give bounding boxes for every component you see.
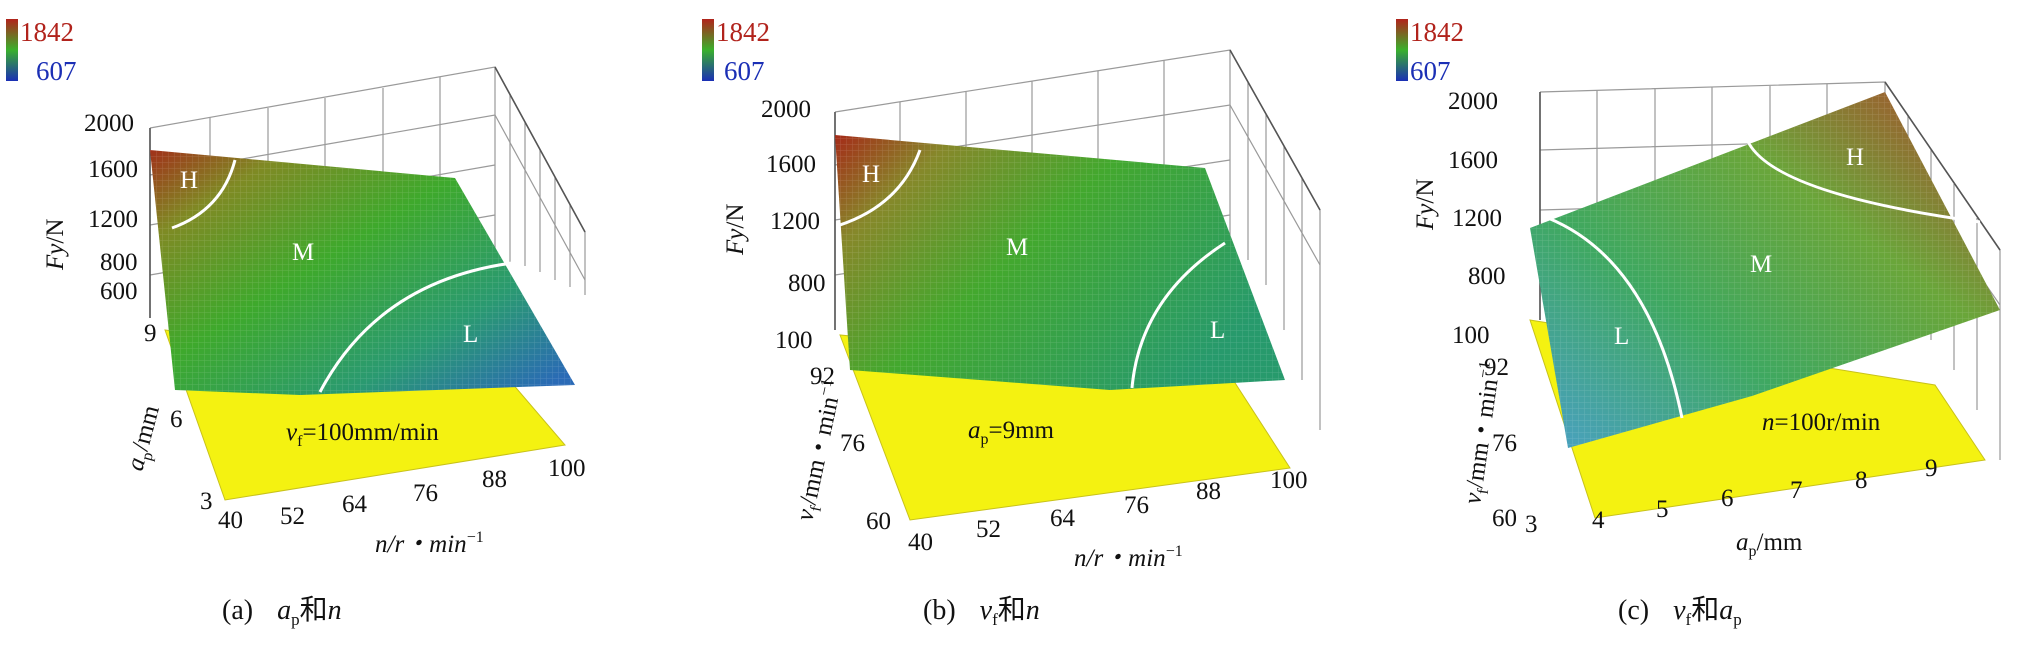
chart-a-x-tick-64: 64 [342,491,368,518]
chart-a-y-tick-6: 6 [170,406,183,433]
colorbar-a-min: 607 [36,56,77,86]
chart-a-x-title: n/r・min−1 [375,529,484,558]
chart-b-surface-mesh [835,135,1285,390]
chart-a-y-title: ap/mm [122,402,169,475]
chart-a-contour-h [171,159,237,230]
colorbar-a-max: 1842 [20,17,74,47]
chart-c-z-title: Fy/N [1412,179,1439,231]
chart-a-x-tick-100: 100 [548,455,586,482]
chart-c-x-tick-9: 9 [1925,455,1938,482]
colorbar-c-gradient [1396,19,1408,81]
colorbar-c-min: 607 [1410,56,1451,86]
chart-b-y-tick-92: 92 [810,363,835,390]
chart-a: H M L vf=100mm/min 2000 1600 1200 800 60… [42,66,586,629]
chart-c-contour-l [1547,216,1684,419]
chart-b-x-tick-64: 64 [1050,505,1076,532]
chart-b-region-m: M [1006,234,1028,261]
chart-a-z-tick-800: 800 [100,249,138,276]
chart-b-caption: (b) vf和n [923,594,1040,629]
chart-b-z-tick-800: 800 [788,270,826,297]
chart-b-x-tick-40: 40 [908,529,933,556]
chart-a-z-tick-2000: 2000 [84,110,134,137]
chart-c-y-tick-76: 76 [1492,430,1517,457]
chart-b-region-h: H [862,161,880,188]
chart-a-caption: (a) ap和n [222,594,342,629]
chart-c-region-m: M [1750,251,1772,278]
chart-a-z-tick-1600: 1600 [88,156,138,183]
chart-a-z-tick-1200: 1200 [88,206,138,233]
chart-c-caption: (c) vf和ap [1618,594,1742,629]
chart-a-x-tick-76: 76 [413,480,438,507]
chart-b-y-tick-100: 100 [775,327,813,354]
chart-b-x-tick-100: 100 [1270,467,1308,494]
chart-c-contour-h [1742,125,1981,224]
chart-b-z-tick-2000: 2000 [761,96,811,123]
chart-c-surface-mesh [1530,92,2000,448]
chart-b-x-tick-76: 76 [1124,492,1149,519]
chart-c-z-tick-1200: 1200 [1452,205,1502,232]
chart-c-y-tick-92: 92 [1484,354,1509,381]
chart-c-z-tick-2000: 2000 [1448,88,1498,115]
chart-b-z-tick-1600: 1600 [766,151,816,178]
chart-c-fixed-param: n=100r/min [1762,409,1881,436]
chart-a-fixed-param: vf=100mm/min [286,419,439,450]
chart-c-z-tick-1600: 1600 [1448,147,1498,174]
colorbar-c-max: 1842 [1410,17,1464,47]
chart-c-z-tick-800: 800 [1468,263,1506,290]
chart-b-x-tick-52: 52 [976,516,1001,543]
chart-a-z-tick-600: 600 [100,278,138,305]
chart-a-surface-mesh [150,150,575,395]
chart-b-x-tick-88: 88 [1196,478,1221,505]
chart-a-x-tick-40: 40 [218,507,243,534]
chart-b-region-l: L [1210,317,1225,344]
chart-c-x-tick-5: 5 [1656,496,1669,523]
chart-b-fixed-param: ap=9mm [968,417,1055,448]
chart-c-region-h: H [1846,144,1864,171]
colorbar-b-max: 1842 [716,17,770,47]
chart-c-y-tick-60: 60 [1492,505,1517,532]
chart-b-z-tick-1200: 1200 [770,208,820,235]
chart-a-y-tick-9: 9 [144,320,157,347]
colorbar-b-gradient [702,19,714,81]
chart-c: H M L n=100r/min 2000 1600 1200 800 Fy/N… [1412,81,2001,629]
colorbar-b: 1842 607 [702,17,770,86]
chart-c-x-tick-6: 6 [1721,485,1734,512]
chart-b-z-title: Fy/N [722,204,749,256]
chart-c-x-tick-8: 8 [1855,467,1868,494]
chart-b-y-tick-76: 76 [840,430,865,457]
chart-c-region-l: L [1614,323,1629,350]
chart-c-y-tick-100: 100 [1452,322,1490,349]
chart-a-x-tick-88: 88 [482,466,507,493]
chart-b-x-title: n/r・min−1 [1074,543,1183,572]
chart-c-x-tick-4: 4 [1592,507,1605,534]
chart-a-y-tick-3: 3 [200,488,213,515]
chart-c-x-title: ap/mm [1736,529,1803,560]
chart-a-region-h: H [180,167,198,194]
chart-a-x-tick-52: 52 [280,503,305,530]
chart-a-contour-l [318,260,521,393]
colorbar-b-min: 607 [724,56,765,86]
chart-a-region-m: M [292,239,314,266]
colorbar-a-gradient [6,19,18,81]
chart-c-x-tick-3: 3 [1525,511,1538,538]
colorbar-a: 1842 607 [6,17,77,86]
chart-b-y-tick-60: 60 [866,508,891,535]
chart-b-contour-h [839,149,922,227]
colorbar-c: 1842 607 [1396,17,1464,86]
chart-b-contour-l [1130,241,1226,389]
chart-a-region-l: L [463,321,478,348]
chart-c-x-tick-7: 7 [1790,477,1803,504]
chart-a-z-title: Fy/N [42,219,69,271]
chart-b: H M L ap=9mm 2000 1600 1200 800 Fy/N 100… [722,49,1321,629]
